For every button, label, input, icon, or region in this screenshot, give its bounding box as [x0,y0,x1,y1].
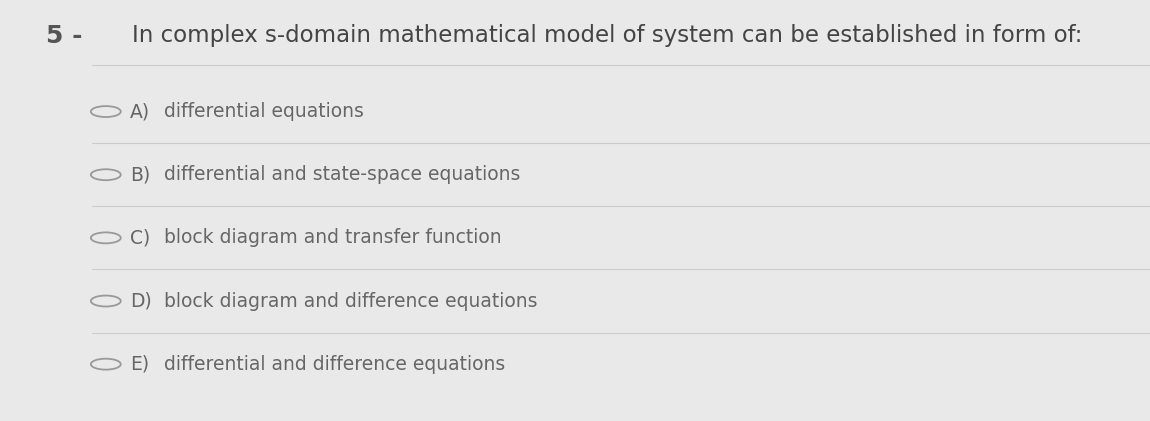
Text: A): A) [130,102,151,121]
Text: B): B) [130,165,151,184]
Text: block diagram and difference equations: block diagram and difference equations [164,291,538,311]
Text: differential and state-space equations: differential and state-space equations [164,165,521,184]
Text: C): C) [130,228,151,248]
Text: In complex s-domain mathematical model of system can be established in form of:: In complex s-domain mathematical model o… [132,24,1082,47]
Text: D): D) [130,291,152,311]
Text: E): E) [130,354,150,374]
Text: differential and difference equations: differential and difference equations [164,354,506,374]
Text: block diagram and transfer function: block diagram and transfer function [164,228,503,248]
Text: 5 -: 5 - [46,24,83,48]
Text: differential equations: differential equations [164,102,365,121]
